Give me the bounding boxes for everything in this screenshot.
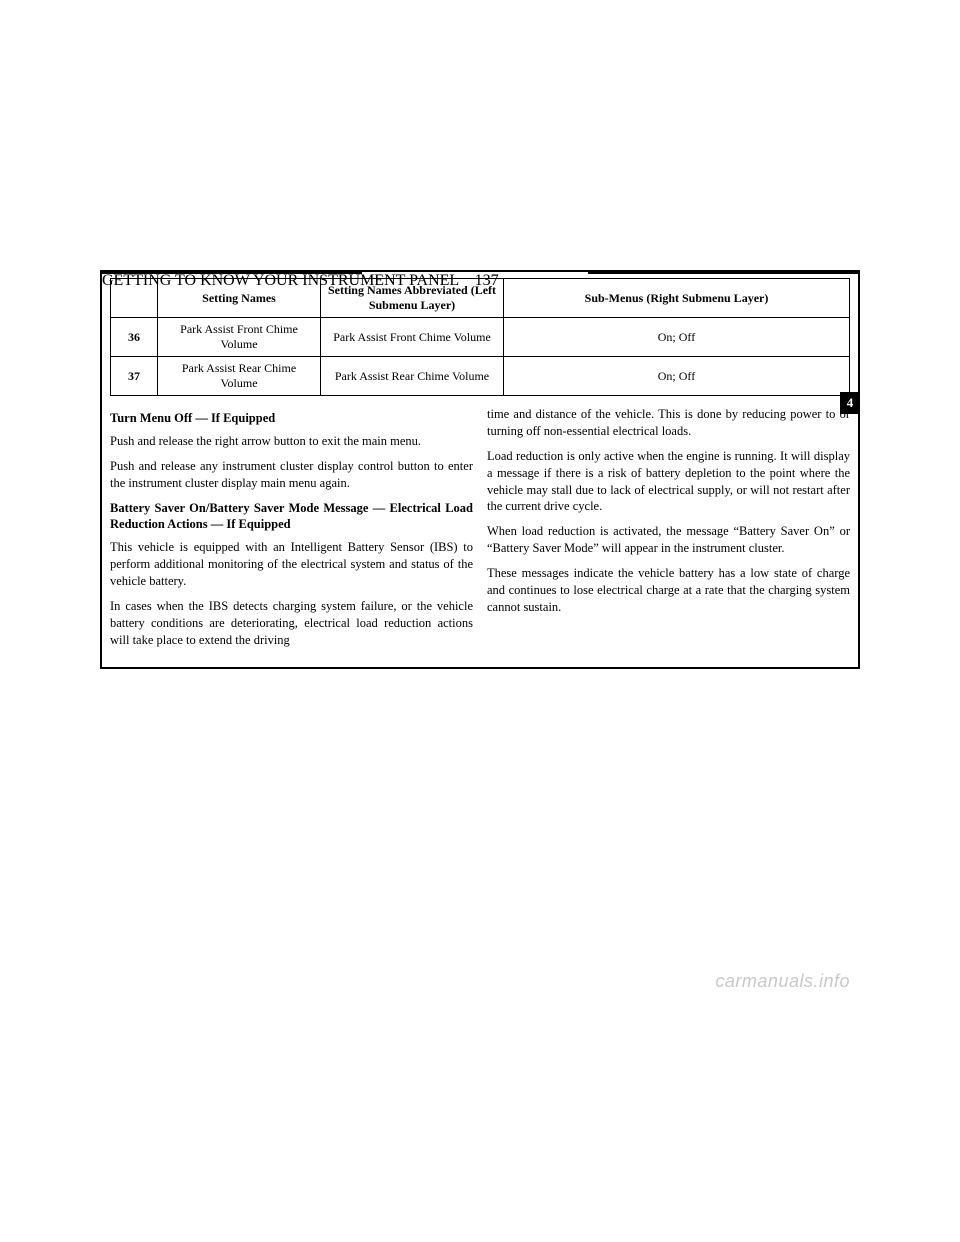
- left-column: Turn Menu Off — If Equipped Push and rel…: [110, 406, 473, 657]
- heading-turn-menu-off: Turn Menu Off — If Equipped: [110, 410, 473, 427]
- page-number: 137: [475, 272, 499, 289]
- table-row: 37 Park Assist Rear Chime Volume Park As…: [111, 357, 850, 396]
- paragraph: Load reduction is only active when the e…: [487, 448, 850, 516]
- row-abbr: Park Assist Rear Chime Volume: [321, 357, 504, 396]
- row-name: Park Assist Rear Chime Volume: [158, 357, 321, 396]
- right-column: time and distance of the vehicle. This i…: [487, 406, 850, 657]
- row-number: 36: [111, 318, 158, 357]
- paragraph: These messages indicate the vehicle batt…: [487, 565, 850, 616]
- chapter-tab: 4: [840, 392, 860, 414]
- row-abbr: Park Assist Front Chime Volume: [321, 318, 504, 357]
- paragraph: When load reduction is activated, the me…: [487, 523, 850, 557]
- paragraph: time and distance of the vehicle. This i…: [487, 406, 850, 440]
- row-submenu: On; Off: [504, 357, 850, 396]
- table-row: 36 Park Assist Front Chime Volume Park A…: [111, 318, 850, 357]
- paragraph: Push and release any instrument cluster …: [110, 458, 473, 492]
- paragraph: This vehicle is equipped with an Intelli…: [110, 539, 473, 590]
- text-columns: Turn Menu Off — If Equipped Push and rel…: [110, 406, 850, 657]
- watermark: carmanuals.info: [715, 971, 850, 992]
- settings-table: Setting Names Setting Names Abbreviated …: [110, 278, 850, 396]
- page-frame: GETTING TO KNOW YOUR INSTRUMENT PANEL 13…: [100, 270, 860, 669]
- page-content: Setting Names Setting Names Abbreviated …: [102, 272, 858, 667]
- col-submenus: Sub-Menus (Right Submenu Layer): [504, 279, 850, 318]
- row-name: Park Assist Front Chime Volume: [158, 318, 321, 357]
- chapter-tab-label: 4: [847, 395, 854, 411]
- header-rule-right: [588, 272, 858, 274]
- paragraph: In cases when the IBS detects charging s…: [110, 598, 473, 649]
- row-number: 37: [111, 357, 158, 396]
- section-title: GETTING TO KNOW YOUR INSTRUMENT PANEL: [102, 272, 459, 289]
- paragraph: Push and release the right arrow button …: [110, 433, 473, 450]
- running-header: GETTING TO KNOW YOUR INSTRUMENT PANEL 13…: [102, 272, 499, 289]
- heading-battery-saver: Battery Saver On/Battery Saver Mode Mess…: [110, 500, 473, 534]
- row-submenu: On; Off: [504, 318, 850, 357]
- header-rule-left: [102, 272, 362, 274]
